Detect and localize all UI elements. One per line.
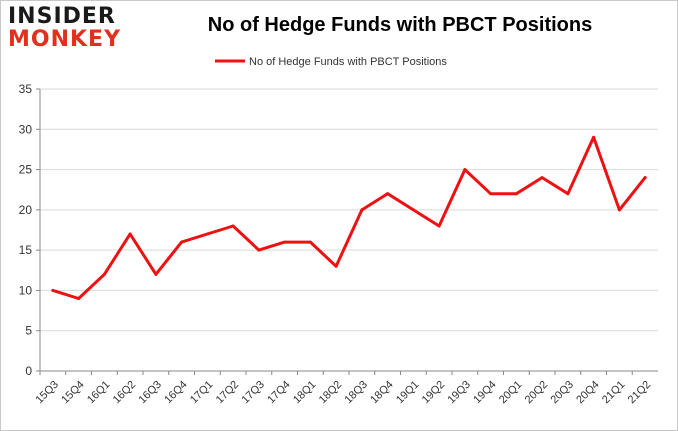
x-tick-label: 17Q3	[239, 379, 267, 407]
data-point	[180, 240, 184, 244]
legend-label: No of Hedge Funds with PBCT Positions	[249, 56, 447, 68]
x-tick-label: 18Q1	[291, 379, 319, 407]
x-tick-label: 18Q3	[342, 379, 370, 407]
data-point	[283, 240, 287, 244]
data-point	[231, 224, 235, 228]
logo-line-1: INSIDER	[8, 4, 116, 29]
chart-title: No of Hedge Funds with PBCT Positions	[207, 14, 593, 36]
data-point	[643, 176, 647, 180]
x-tick-label: 16Q4	[162, 379, 190, 407]
gridlines	[40, 88, 658, 332]
y-tick-label: 25	[19, 163, 33, 177]
data-point	[77, 296, 81, 300]
data-point	[514, 192, 518, 196]
x-tick-label: 19Q3	[445, 379, 473, 407]
y-tick-label: 5	[25, 324, 32, 338]
series-line	[51, 135, 647, 300]
data-point	[489, 192, 493, 196]
legend: No of Hedge Funds with PBCT Positions	[215, 56, 447, 68]
x-tick-label: 19Q4	[471, 379, 499, 407]
y-tick-labels: 0 5 10 15 20 25 30 35	[19, 82, 40, 378]
x-tick-label: 15Q3	[33, 379, 61, 407]
x-tick-label: 19Q1	[394, 379, 422, 407]
x-tick-label: 17Q1	[188, 379, 216, 407]
y-tick-label: 15	[19, 243, 33, 257]
data-point	[437, 224, 441, 228]
x-tick-label: 17Q4	[265, 379, 293, 407]
x-tick-label: 15Q4	[59, 379, 87, 407]
data-point	[102, 272, 106, 276]
data-point	[463, 168, 467, 172]
data-point	[360, 208, 364, 212]
x-tick-label: 21Q1	[600, 379, 628, 407]
x-tick-label: 17Q2	[214, 379, 242, 407]
data-point	[334, 264, 338, 268]
x-tick-label: 16Q2	[111, 379, 139, 407]
data-point	[205, 232, 209, 236]
data-point	[386, 192, 390, 196]
insider-monkey-logo: INSIDER MONKEY	[8, 6, 126, 51]
data-point	[540, 176, 544, 180]
data-point	[257, 248, 261, 252]
data-point	[51, 288, 55, 292]
series-lines	[51, 135, 647, 300]
x-tick-label: 21Q2	[626, 379, 654, 407]
data-point	[308, 240, 312, 244]
data-point	[566, 192, 570, 196]
x-tick-label: 19Q2	[420, 379, 448, 407]
x-tick-label: 20Q3	[548, 379, 576, 407]
x-tick-label: 18Q2	[317, 379, 345, 407]
y-tick-label: 20	[19, 203, 33, 217]
y-tick-label: 0	[25, 364, 32, 378]
data-point	[411, 208, 415, 212]
y-tick-label: 10	[19, 283, 33, 297]
x-tick-label: 16Q1	[85, 379, 113, 407]
x-tick-labels: 15Q315Q416Q116Q216Q316Q417Q117Q217Q317Q4…	[33, 371, 653, 406]
data-point	[128, 232, 132, 236]
logo-line-2: MONKEY	[8, 27, 122, 52]
x-tick-label: 16Q3	[136, 379, 164, 407]
axes	[39, 89, 658, 372]
x-tick-label: 18Q4	[368, 379, 396, 407]
data-point	[617, 208, 621, 212]
x-tick-label: 20Q1	[497, 379, 525, 407]
y-tick-label: 35	[19, 82, 33, 96]
x-tick-label: 20Q4	[574, 379, 602, 407]
data-point	[592, 135, 596, 139]
data-point	[154, 272, 158, 276]
y-tick-label: 30	[19, 122, 33, 136]
x-tick-label: 20Q2	[523, 379, 551, 407]
